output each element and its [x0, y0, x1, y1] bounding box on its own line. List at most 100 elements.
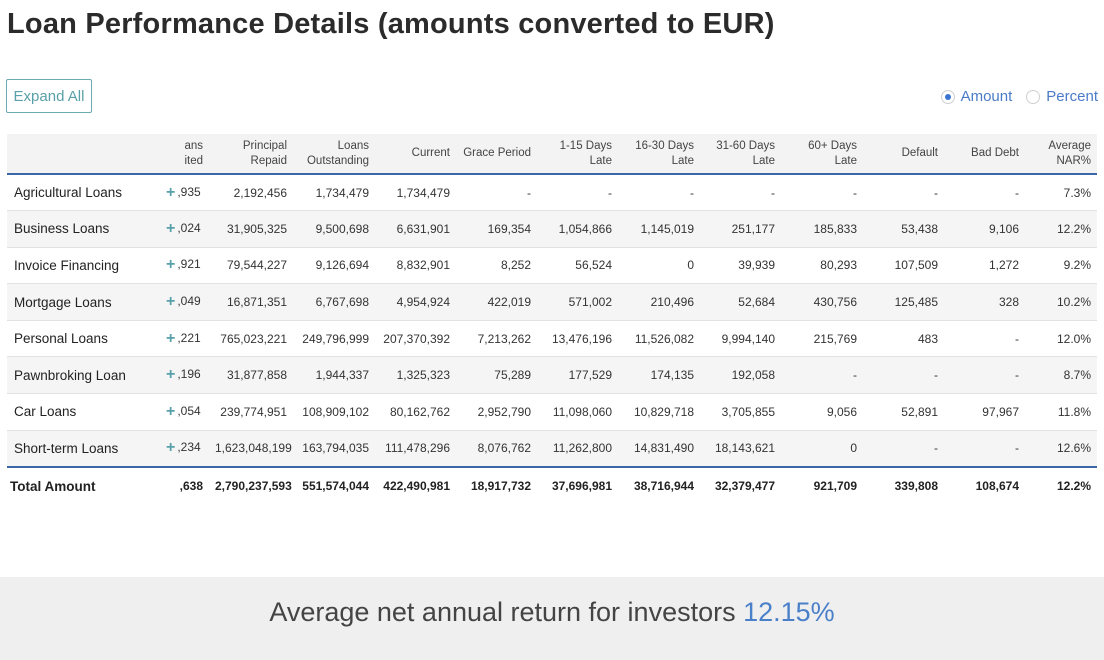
cell-value: 251,177	[731, 221, 775, 236]
total-value: 339,808	[894, 479, 938, 494]
cell-value: ,024	[177, 220, 201, 235]
row-category-label: Personal Loans	[14, 331, 108, 347]
cell-value: 163,794,035	[302, 441, 369, 456]
cell-value: 1,734,479	[315, 185, 369, 200]
total-value: 37,696,981	[551, 479, 612, 494]
expand-cell: + ,921	[162, 247, 209, 284]
cell-value: 207,370,392	[383, 331, 450, 346]
cell-value: -	[934, 368, 938, 383]
cell-value: 8.7%	[1063, 368, 1091, 383]
cell-value: 6,767,698	[315, 295, 369, 310]
cell-value: 11.8%	[1057, 404, 1091, 419]
table-row: Mortgage Loans + ,049 16,871,351 6,767,698 4,…	[7, 283, 1097, 321]
percent-radio[interactable]: Percent	[1026, 88, 1098, 105]
table-row: Agricultural Loans + ,935 2,192,456 1,734,47…	[7, 174, 1097, 211]
cell-value: 108,909,102	[302, 404, 369, 419]
average-return-banner: Average net annual return for investors …	[0, 577, 1104, 660]
table-row: Pawnbroking Loan + ,196 31,877,858 1,944,337…	[7, 356, 1097, 394]
column-header: Principal Repaid	[242, 139, 287, 167]
expand-cell: + ,049	[162, 284, 209, 321]
radio-unselected-icon	[1026, 89, 1041, 104]
cell-value: 80,162,762	[389, 404, 450, 419]
column-header: Grace Period	[463, 147, 531, 159]
cell-value: 11,526,082	[634, 331, 694, 346]
total-value: 38,716,944	[633, 479, 694, 494]
column-header: ans ited	[184, 139, 203, 167]
average-return-label: Average net annual return for investors	[269, 597, 744, 627]
cell-value: 177,529	[568, 368, 612, 383]
table-row: Invoice Financing + ,921 79,544,227 9,126,69…	[7, 247, 1097, 284]
cell-value: 80,293	[820, 258, 857, 273]
cell-value: 185,833	[813, 221, 857, 236]
cell-value: 328	[998, 295, 1019, 310]
column-header: 60+ Days Late	[808, 139, 857, 167]
cell-value: 6,631,901	[396, 221, 450, 236]
cell-value: 239,774,951	[220, 404, 287, 419]
cell-value: 7.3%	[1063, 185, 1091, 200]
total-value: ,638	[179, 479, 203, 494]
cell-value: 249,796,999	[302, 331, 369, 346]
cell-value: 422,019	[487, 295, 531, 310]
percent-radio-label: Percent	[1046, 88, 1098, 105]
cell-value: 215,769	[813, 331, 857, 346]
view-toggle: Amount Percent	[927, 88, 1098, 105]
column-header: Average NAR%	[1048, 139, 1091, 167]
cell-value: -	[527, 185, 531, 200]
cell-value: -	[934, 441, 938, 456]
cell-value: 12.0%	[1056, 331, 1091, 346]
plus-icon[interactable]: +	[166, 293, 176, 311]
cell-value: 8,076,762	[477, 441, 531, 456]
header-category	[7, 134, 162, 174]
expand-all-button[interactable]: Expand All	[6, 79, 92, 113]
plus-icon[interactable]: +	[166, 329, 176, 347]
cell-value: -	[853, 185, 857, 200]
column-header: 1-15 Days Late	[559, 139, 612, 167]
cell-value: 0	[687, 258, 694, 273]
row-category-label: Short-term Loans	[14, 440, 119, 456]
cell-value: 97,967	[982, 404, 1019, 419]
loan-performance-table: ans ited Principal Repaid Loans Outstandin…	[7, 134, 1097, 505]
cell-value: 56,524	[575, 258, 612, 273]
plus-icon[interactable]: +	[166, 219, 176, 237]
cell-value: 10.2%	[1056, 295, 1091, 310]
plus-icon[interactable]: +	[166, 402, 176, 420]
plus-icon[interactable]: +	[166, 366, 176, 384]
cell-value: ,935	[177, 184, 201, 199]
cell-value: 8,832,901	[396, 258, 450, 273]
cell-value: 53,438	[901, 221, 938, 236]
cell-value: 0	[850, 441, 857, 456]
cell-value: 483	[917, 331, 938, 346]
column-header: Default	[901, 147, 938, 159]
cell-value: ,049	[177, 294, 201, 309]
cell-value: 14,831,490	[633, 441, 694, 456]
plus-icon[interactable]: +	[166, 256, 176, 274]
cell-value: 107,509	[894, 258, 938, 273]
cell-value: 1,054,866	[558, 221, 612, 236]
total-value: 18,917,732	[470, 479, 531, 494]
cell-value: 13,476,196	[551, 331, 612, 346]
cell-value: ,221	[177, 330, 201, 345]
expand-cell: + ,054	[162, 394, 209, 431]
cell-value: -	[934, 185, 938, 200]
cell-value: 571,002	[568, 295, 612, 310]
cell-value: ,196	[177, 367, 201, 382]
expand-cell: + ,024	[162, 211, 209, 248]
cell-value: 31,877,858	[226, 368, 287, 383]
plus-icon[interactable]: +	[166, 439, 176, 457]
cell-value: 52,684	[738, 295, 775, 310]
expand-cell: + ,935	[162, 174, 209, 211]
cell-value: 7,213,262	[477, 331, 531, 346]
row-category-label: Car Loans	[14, 404, 77, 420]
amount-radio[interactable]: Amount	[940, 88, 1012, 105]
row-category-label: Pawnbroking Loan	[14, 367, 126, 383]
cell-value: 11,262,800	[552, 441, 612, 456]
table-row: Business Loans + ,024 31,905,325 9,500,698 6,…	[7, 210, 1097, 248]
cell-value: 8,252	[500, 258, 531, 273]
cell-value: 9,056	[826, 404, 857, 419]
total-value: 12.2%	[1056, 479, 1091, 494]
column-header: Current	[411, 147, 450, 159]
plus-icon[interactable]: +	[166, 183, 176, 201]
cell-value: 31,905,325	[226, 221, 287, 236]
cell-value: 1,944,337	[315, 368, 369, 383]
cell-value: 39,939	[738, 258, 775, 273]
